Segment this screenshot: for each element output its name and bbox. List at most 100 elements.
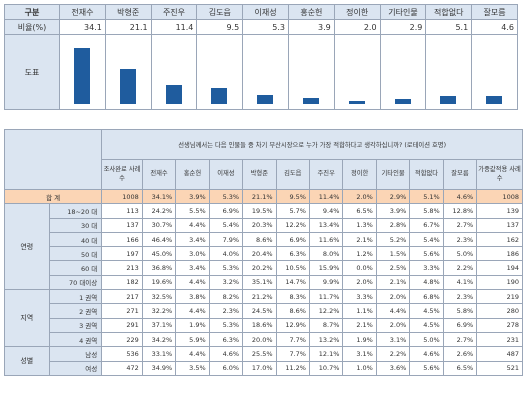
table-cell: 5.6% <box>409 246 444 262</box>
table-cell: 4.5% <box>409 303 444 319</box>
question-text: 선생님께서는 다음 인물들 중 차기 부산시장으로 누가 가장 적합하다고 생각… <box>101 129 523 160</box>
table-cell: 2.3% <box>442 231 478 248</box>
table-cell: 12.8% <box>442 203 478 219</box>
table-row: 70 대이상 182 19.6% 4.4% 3.2% 35.1% 14.7% 9.9% 2.0%… <box>5 274 523 291</box>
table-cell: 487 <box>476 346 523 362</box>
summary-bar <box>119 69 136 104</box>
table-cell: 8.2% <box>208 289 244 305</box>
table-cell: 3.2% <box>208 274 244 291</box>
col-header: 가중값적용 사례수 <box>476 159 523 190</box>
table-cell: 8.6% <box>275 303 310 319</box>
corner-cell <box>3 129 103 190</box>
summary-chart-label: 도표 <box>4 34 60 110</box>
table-cell: 6.9% <box>442 317 478 333</box>
table-cell: 45.0% <box>141 246 177 262</box>
table-cell: 271 <box>101 303 143 319</box>
table-cell: 4.6% <box>208 346 244 362</box>
summary-ratio-value: 2.0 <box>333 19 381 35</box>
table-cell: 1.3% <box>342 217 377 233</box>
summary-bar <box>440 96 457 104</box>
summary-bar-cell <box>471 34 518 110</box>
table-cell: 2.5% <box>375 260 411 276</box>
table-cell: 5.2% <box>375 231 411 248</box>
table-cell: 4.4% <box>175 303 210 319</box>
total-cell: 5.3% <box>208 188 244 205</box>
table-cell: 3.3% <box>409 260 444 276</box>
row-label: 30 대 <box>48 217 103 233</box>
table-cell: 5.0% <box>442 246 478 262</box>
total-cell: 1008 <box>101 188 143 205</box>
col-header: 김도읍 <box>275 159 310 190</box>
table-cell: 4.5% <box>409 317 444 333</box>
summary-bar-cell <box>333 34 381 110</box>
table-cell: 2.2% <box>375 346 411 362</box>
table-cell: 4.4% <box>175 274 210 291</box>
table-row: 3 권역 291 37.1% 1.9% 5.3% 18.6% 12.9% 8.7% 2.1% 2.… <box>5 317 523 333</box>
summary-bar <box>302 98 319 104</box>
table-cell: 15.9% <box>308 260 344 276</box>
summary-header-label: 구분 <box>4 4 60 20</box>
table-cell: 1.0% <box>342 360 377 376</box>
table-cell: 162 <box>476 231 523 248</box>
summary-ratio-value: 5.3 <box>242 19 289 35</box>
table-cell: 5.4% <box>208 217 244 233</box>
row-label: 60 대 <box>48 260 103 276</box>
table-cell: 4.1% <box>442 274 478 291</box>
table-row: 2 권역 271 32.2% 4.4% 2.3% 24.5% 8.6% 12.2% 1.1% 4.… <box>5 303 523 319</box>
table-row: 여성 472 34.9% 3.5% 6.0% 17.0% 11.2% 10.7% 1.0% 3.6… <box>5 360 523 376</box>
table-cell: 194 <box>476 260 523 276</box>
table-cell: 5.4% <box>409 231 444 248</box>
col-header: 조사완료 사례수 <box>101 159 143 190</box>
table-cell: 30.7% <box>141 217 177 233</box>
table-cell: 1.2% <box>342 246 377 262</box>
summary-header-row: 구분 전재수 박형준 주진우 김도읍 이재성 홍순헌 정이한 기타인물 적합없다… <box>4 4 518 20</box>
table-cell: 137 <box>101 217 143 233</box>
table-cell: 17.0% <box>242 360 277 376</box>
table-cell: 2.0% <box>375 317 411 333</box>
table-cell: 4.0% <box>208 246 244 262</box>
table-cell: 21.2% <box>242 289 277 305</box>
summary-bar-cell <box>59 34 106 110</box>
summary-candidate-name: 기타인물 <box>379 4 427 20</box>
table-row: 지역 1 권역 217 32.5% 3.8% 8.2% 21.2% 8.3% 11.7% 3.3%… <box>4 289 523 348</box>
table-cell: 219 <box>476 289 523 305</box>
table-cell: 46.4% <box>141 231 177 248</box>
summary-candidate-name: 전재수 <box>59 4 106 20</box>
table-cell: 8.7% <box>308 317 344 333</box>
total-label: 합 계 <box>3 188 103 205</box>
summary-candidate-name: 홍순헌 <box>287 4 335 20</box>
summary-ratio-value: 9.5 <box>196 19 244 35</box>
table-cell: 12.2% <box>275 217 310 233</box>
table-cell: 5.5% <box>175 203 210 219</box>
crosstab-body: 선생님께서는 다음 인물들 중 차기 부산시장으로 누가 가장 적합하다고 생각… <box>3 129 523 376</box>
summary-bar-cell <box>150 34 198 110</box>
summary-bar <box>74 48 90 104</box>
table-cell: 3.6% <box>375 360 411 376</box>
table-cell: 36.8% <box>141 260 177 276</box>
table-cell: 229 <box>101 331 143 348</box>
table-cell: 9.4% <box>308 203 344 219</box>
table-row: 연령 18~20 대 113 24.2% 5.5% 6.9% 19.5% 5.7% 9.4% 6.… <box>4 203 523 291</box>
summary-bar <box>348 101 365 104</box>
table-cell: 5.7% <box>275 203 310 219</box>
summary-candidate-name: 박형준 <box>104 4 152 20</box>
table-cell: 6.9% <box>208 203 244 219</box>
col-header: 홍순헌 <box>175 159 210 190</box>
table-cell: 32.5% <box>141 289 177 305</box>
summary-bar-cell <box>425 34 473 110</box>
group-label: 성별 <box>4 346 50 376</box>
row-label: 남성 <box>48 346 103 362</box>
summary-chart-row: 도표 <box>4 34 518 110</box>
table-cell: 1.9% <box>175 317 210 333</box>
table-cell: 12.2% <box>308 303 344 319</box>
table-cell: 139 <box>476 203 523 219</box>
table-cell: 2.1% <box>342 231 377 248</box>
table-cell: 19.6% <box>141 274 177 291</box>
summary-bar <box>486 96 503 104</box>
summary-bar-cell <box>242 34 289 110</box>
table-cell: 4.6% <box>409 346 444 362</box>
table-cell: 8.3% <box>275 289 310 305</box>
table-cell: 25.5% <box>242 346 277 362</box>
column-header-row: 조사완료 사례수 전재수 홍순헌 이재성 박형준 김도읍 주진우 정이한 기타인… <box>5 159 523 190</box>
table-cell: 7.9% <box>208 231 244 248</box>
